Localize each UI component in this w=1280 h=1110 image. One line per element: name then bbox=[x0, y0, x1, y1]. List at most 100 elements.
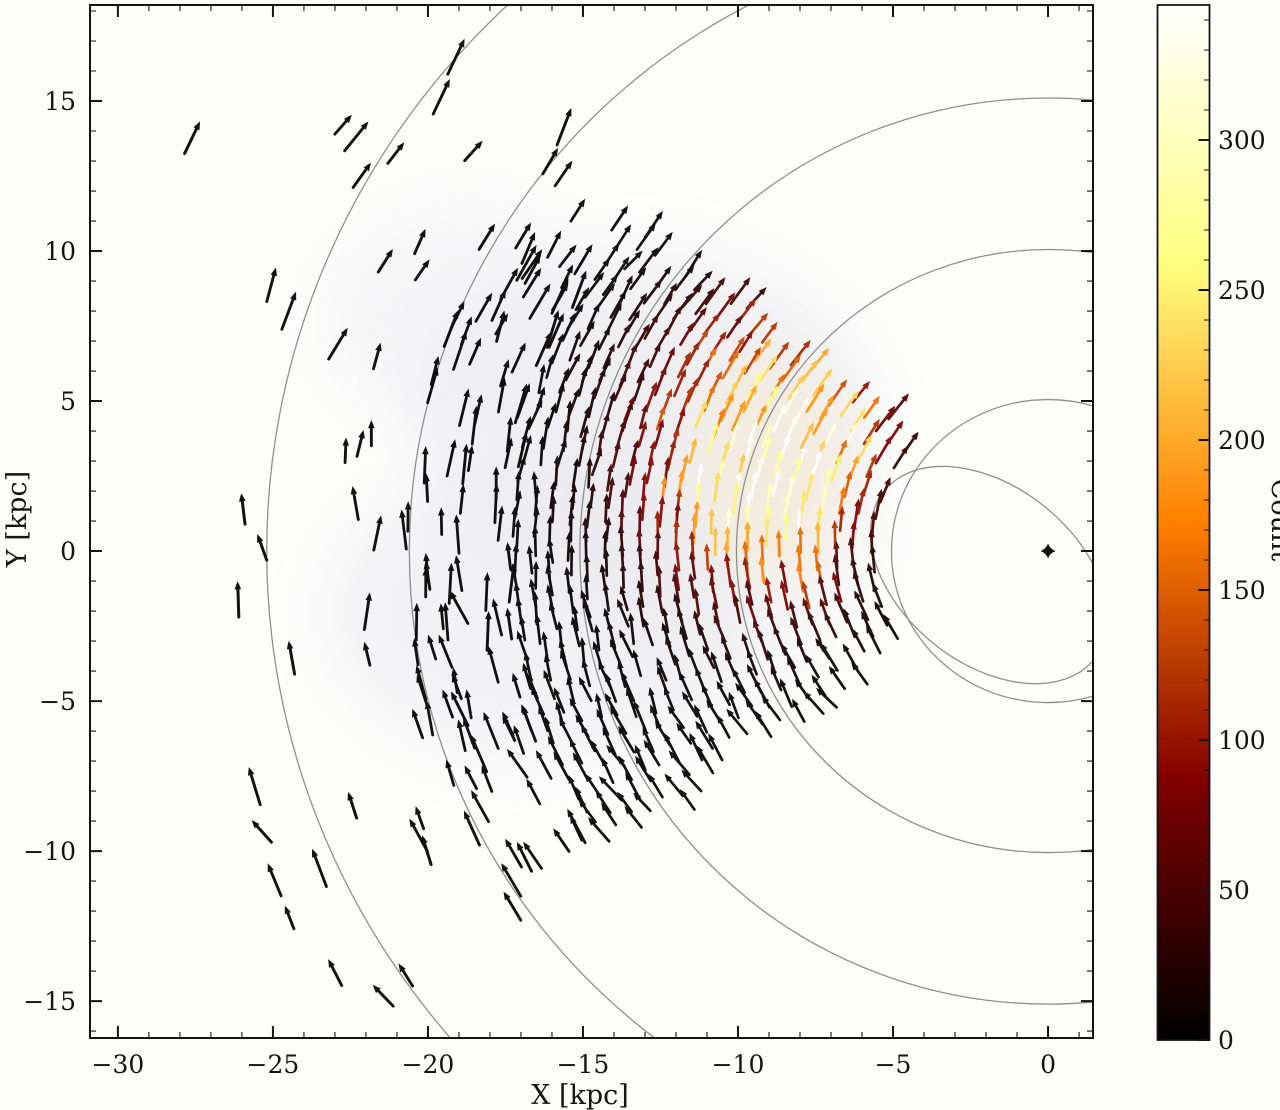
quiver-arrow-head bbox=[567, 808, 574, 818]
quiver-arrow-head bbox=[399, 509, 406, 518]
quiver-arrow-head bbox=[732, 350, 739, 359]
quiver-arrow-head bbox=[633, 700, 640, 710]
quiver-arrow bbox=[513, 727, 525, 755]
quiver-arrow-head bbox=[679, 625, 686, 635]
quiver-arrow-head bbox=[866, 624, 873, 634]
quiver-arrow-head bbox=[733, 481, 740, 490]
quiver-arrow bbox=[503, 440, 513, 470]
quiver-arrow bbox=[610, 207, 628, 232]
quiver-arrow-head bbox=[660, 366, 667, 376]
colorbar-tick-label: 200 bbox=[1218, 426, 1266, 455]
quiver-arrow-head bbox=[547, 735, 555, 745]
quiver-arrow-head bbox=[624, 471, 631, 481]
quiver-arrow-head bbox=[511, 506, 518, 515]
quiver-arrow-head bbox=[694, 249, 702, 259]
quiver-arrow-head bbox=[570, 483, 578, 493]
quiver-arrow bbox=[560, 652, 572, 681]
quiver-arrow bbox=[447, 565, 453, 605]
quiver-arrow-head bbox=[661, 622, 668, 631]
quiver-arrow bbox=[780, 680, 794, 709]
quiver-arrow bbox=[747, 373, 762, 399]
quiver-arrow-head bbox=[602, 530, 609, 539]
quiver-arrow-head bbox=[760, 312, 769, 322]
quiver-arrow-head bbox=[531, 525, 539, 534]
quiver-arrow-head bbox=[450, 439, 457, 448]
quiver-arrow-head bbox=[688, 573, 695, 582]
quiver-arrow-head bbox=[583, 406, 591, 415]
quiver-arrow-head bbox=[515, 490, 522, 499]
quiver-arrow bbox=[790, 618, 803, 646]
quiver-arrow-head bbox=[825, 467, 832, 476]
quiver-arrow-head bbox=[872, 418, 880, 428]
quiver-arrow-head bbox=[574, 330, 581, 340]
quiver-arrow-head bbox=[854, 590, 861, 599]
quiver-arrow-head bbox=[601, 802, 609, 812]
quiver-arrow bbox=[721, 352, 739, 380]
quiver-arrow-head bbox=[712, 526, 719, 535]
quiver-arrow bbox=[642, 281, 661, 305]
quiver-arrow-head bbox=[464, 689, 472, 698]
quiver-arrow bbox=[425, 703, 435, 737]
quiver-arrow bbox=[679, 673, 694, 702]
quiver-arrow-head bbox=[787, 656, 794, 666]
quiver-arrow-head bbox=[501, 863, 509, 872]
quiver-arrow-head bbox=[688, 530, 696, 539]
quiver-arrow bbox=[183, 123, 200, 155]
quiver-arrow-head bbox=[497, 505, 505, 514]
quiver-arrow-head bbox=[533, 506, 540, 515]
quiver-arrow-head bbox=[582, 599, 589, 609]
radius-circle bbox=[579, 97, 1093, 1005]
quiver-arrow-head bbox=[594, 693, 602, 702]
quiver-arrow-head bbox=[801, 580, 808, 590]
quiver-arrow-head bbox=[664, 456, 671, 466]
quiver-arrow-head bbox=[840, 439, 847, 448]
quiver-arrow-head bbox=[859, 487, 866, 497]
y-tick-label: −15 bbox=[23, 987, 76, 1016]
quiver-arrow bbox=[362, 594, 371, 632]
quiver-arrow bbox=[587, 460, 592, 489]
quiver-arrow-head bbox=[481, 765, 488, 774]
quiver-arrow-head bbox=[872, 582, 879, 592]
quiver-arrow-head bbox=[627, 612, 635, 622]
quiver-arrow-head bbox=[901, 445, 909, 455]
quiver-arrow-head bbox=[673, 593, 680, 602]
quiver-arrow bbox=[719, 395, 734, 422]
quiver-arrow bbox=[547, 315, 564, 349]
quiver-arrow bbox=[746, 597, 758, 625]
quiver-arrow-head bbox=[580, 270, 587, 280]
quiver-arrow-head bbox=[854, 498, 861, 507]
quiver-arrow-head bbox=[865, 434, 873, 444]
quiver-arrow-head bbox=[796, 637, 804, 647]
quiver-arrow-head bbox=[464, 765, 472, 775]
quiver-arrow-head bbox=[483, 572, 491, 581]
quiver-arrow bbox=[488, 648, 500, 684]
quiver-arrow-head bbox=[754, 346, 761, 356]
quiver-arrow bbox=[445, 441, 456, 478]
quiver-arrow-head bbox=[363, 162, 371, 172]
quiver-arrow-head bbox=[633, 792, 642, 801]
quiver-arrow-head bbox=[593, 339, 600, 349]
quiver-arrow-head bbox=[573, 353, 581, 362]
quiver-arrow-head bbox=[553, 828, 561, 837]
quiver-arrow-head bbox=[664, 265, 672, 275]
quiver-arrow-head bbox=[569, 697, 577, 707]
quiver-arrow-head bbox=[700, 399, 707, 409]
quiver-arrow-head bbox=[868, 528, 875, 538]
quiver-arrow bbox=[821, 644, 839, 672]
quiver-arrow-head bbox=[582, 530, 590, 539]
quiver-arrow-head bbox=[724, 525, 731, 534]
quiver-arrow-head bbox=[689, 732, 696, 742]
quiver-arrow-head bbox=[422, 259, 430, 268]
quiver-arrow-head bbox=[870, 510, 877, 520]
quiver-arrow-head bbox=[447, 562, 455, 571]
quiver-arrow-head bbox=[610, 638, 617, 648]
quiver-arrow-head bbox=[648, 687, 655, 696]
quiver-arrow-head bbox=[507, 748, 515, 758]
quiver-arrow-head bbox=[582, 424, 589, 434]
quiver-arrow-head bbox=[534, 268, 542, 277]
quiver-arrow-head bbox=[358, 430, 365, 439]
quiver-arrow bbox=[451, 693, 470, 728]
quiver-arrow-head bbox=[620, 205, 629, 215]
quiver-arrow-head bbox=[706, 288, 715, 297]
quiver-arrow bbox=[725, 555, 732, 587]
